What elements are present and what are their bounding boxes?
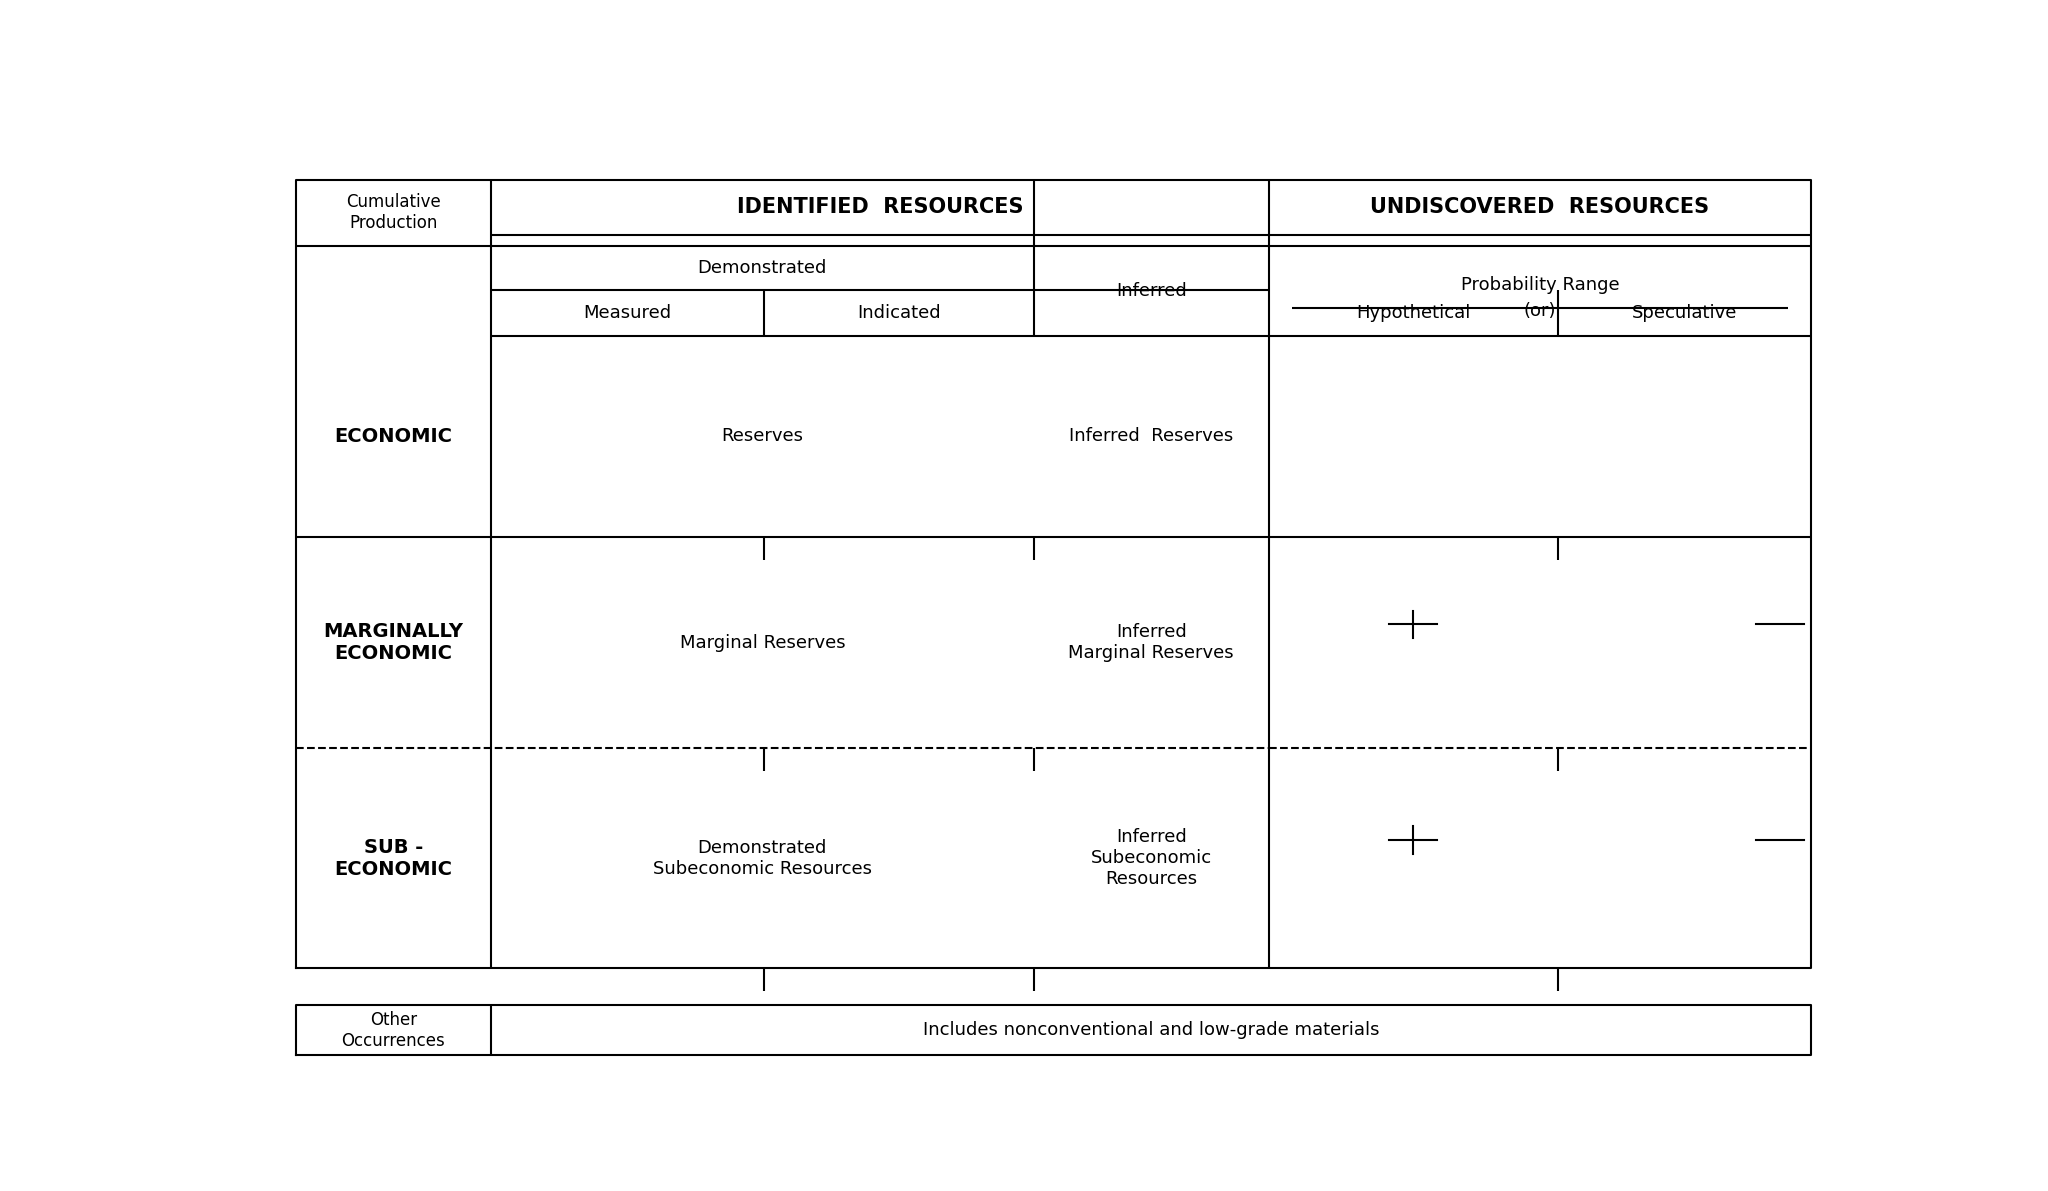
Text: Cumulative
Production: Cumulative Production xyxy=(346,193,440,232)
Text: Inferred  Reserves: Inferred Reserves xyxy=(1069,428,1233,445)
Text: Probability Range: Probability Range xyxy=(1460,276,1620,294)
Text: Inferred
Subeconomic
Resources: Inferred Subeconomic Resources xyxy=(1092,829,1212,888)
Text: Demonstrated
Subeconomic Resources: Demonstrated Subeconomic Resources xyxy=(653,838,872,878)
Text: Inferred: Inferred xyxy=(1116,281,1186,300)
Text: ECONOMIC: ECONOMIC xyxy=(334,426,453,445)
Text: Hypothetical: Hypothetical xyxy=(1356,304,1470,322)
Text: MARGINALLY
ECONOMIC: MARGINALLY ECONOMIC xyxy=(324,622,463,663)
Text: (or): (or) xyxy=(1524,301,1556,319)
Text: SUB -
ECONOMIC: SUB - ECONOMIC xyxy=(334,837,453,879)
Text: Speculative: Speculative xyxy=(1632,304,1737,322)
Text: UNDISCOVERED  RESOURCES: UNDISCOVERED RESOURCES xyxy=(1370,198,1710,217)
Text: IDENTIFIED  RESOURCES: IDENTIFIED RESOURCES xyxy=(737,198,1024,217)
Text: Marginal Reserves: Marginal Reserves xyxy=(680,634,846,651)
Text: Measured: Measured xyxy=(584,304,672,322)
Text: Indicated: Indicated xyxy=(856,304,940,322)
Text: Demonstrated: Demonstrated xyxy=(698,258,827,276)
Text: Reserves: Reserves xyxy=(721,428,803,445)
Text: Other
Occurrences: Other Occurrences xyxy=(342,1011,444,1049)
Text: Inferred
Marginal Reserves: Inferred Marginal Reserves xyxy=(1069,623,1235,662)
Text: Includes nonconventional and low-grade materials: Includes nonconventional and low-grade m… xyxy=(924,1021,1380,1040)
